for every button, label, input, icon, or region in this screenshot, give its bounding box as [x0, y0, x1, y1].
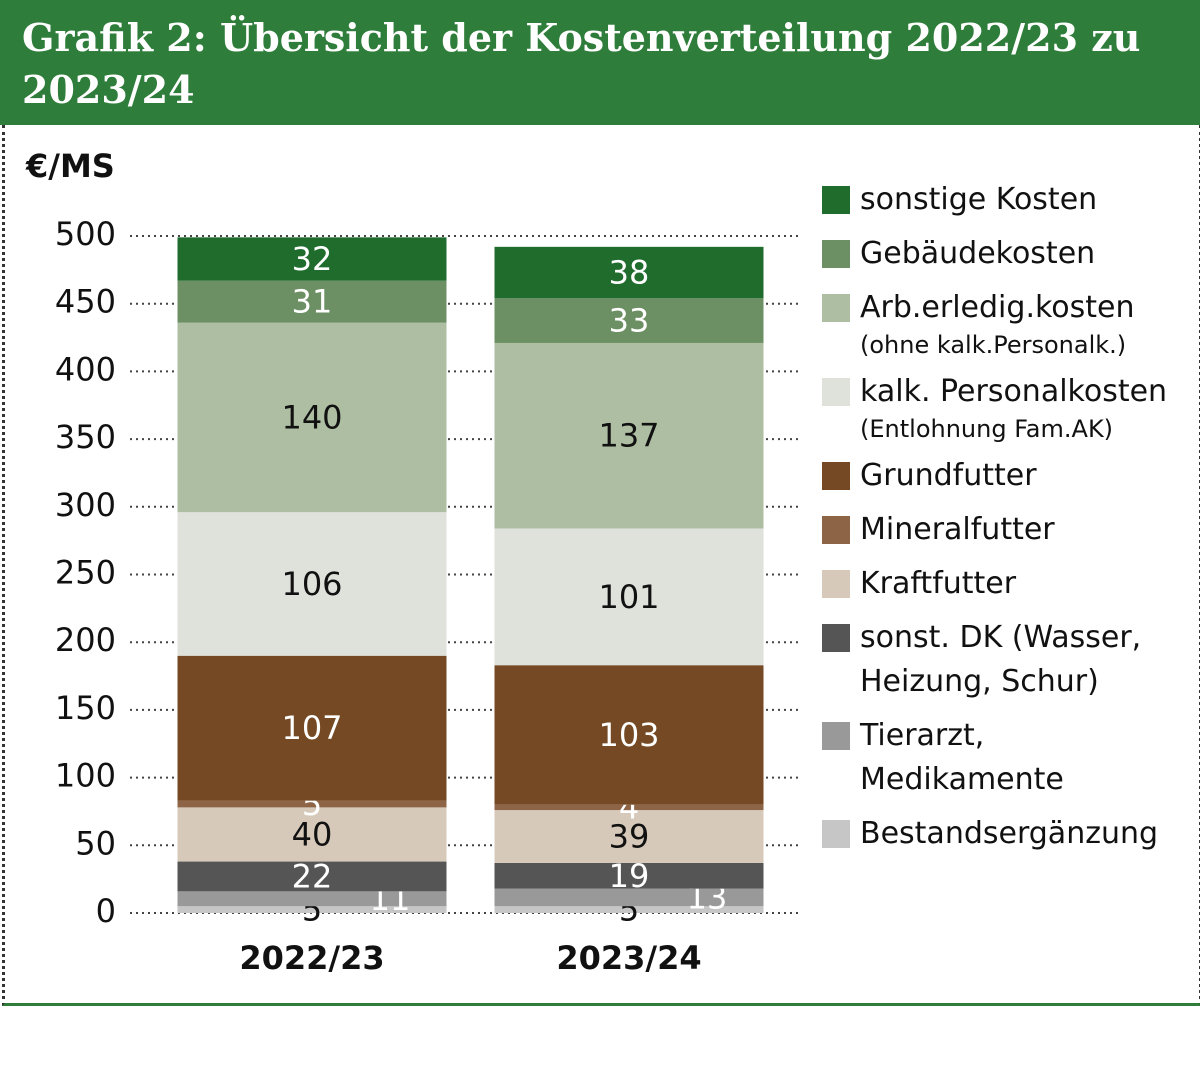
- legend-label: kalk. Personalkosten: [860, 374, 1168, 409]
- legend-item: Arb.erledig.kosten (ohne kalk.Personalk.): [822, 286, 1192, 360]
- legend-text: Bestandsergänzung: [860, 812, 1180, 856]
- legend-label: Tierarzt, Medikamente: [860, 718, 1064, 797]
- legend-item: Grundfutter: [822, 454, 1192, 498]
- value-label: 39: [609, 817, 650, 855]
- y-tick-label: 250: [55, 554, 116, 592]
- legend-swatch: [822, 462, 850, 490]
- x-tick-label: 2023/24: [556, 939, 701, 977]
- legend-text: Mineralfutter: [860, 508, 1180, 552]
- bar-segment: [494, 298, 764, 343]
- legend-item: Tierarzt, Medikamente: [822, 714, 1192, 802]
- legend: sonstige Kosten Gebäudekosten Arb.erledig.…: [822, 178, 1192, 866]
- legend-text: Gebäudekosten: [860, 232, 1180, 276]
- y-tick-label: 100: [55, 757, 116, 795]
- legend-text: kalk. Personalkosten (Entlohnung Fam.AK): [860, 370, 1180, 444]
- value-label: 33: [609, 302, 650, 340]
- bar-segment: [177, 655, 447, 801]
- value-label: 31: [292, 283, 333, 321]
- bar-segment: [177, 807, 447, 862]
- value-label: 137: [598, 417, 659, 455]
- y-tick-label: 0: [96, 892, 116, 930]
- y-tick-label: 400: [55, 350, 116, 388]
- value-label: 40: [292, 815, 333, 853]
- header: Grafik 2: Übersicht der Kostenverteilung…: [0, 0, 1200, 125]
- value-label: 140: [281, 398, 342, 436]
- legend-swatch: [822, 378, 850, 406]
- y-tick-label: 450: [55, 283, 116, 321]
- bar-segment: [177, 891, 447, 907]
- legend-text: Arb.erledig.kosten (ohne kalk.Personalk.): [860, 286, 1180, 360]
- y-tick-label: 150: [55, 689, 116, 727]
- legend-item: sonstige Kosten: [822, 178, 1192, 222]
- legend-text: Kraftfutter: [860, 562, 1180, 606]
- legend-swatch: [822, 516, 850, 544]
- bar-segment: [494, 804, 764, 811]
- value-label: 106: [281, 565, 342, 603]
- legend-label: sonst. DK (Wasser, Heizung, Schur): [860, 620, 1142, 699]
- legend-text: sonstige Kosten: [860, 178, 1180, 222]
- bar-segment: [177, 237, 447, 281]
- legend-swatch: [822, 820, 850, 848]
- value-label: 103: [598, 716, 659, 754]
- legend-item: Kraftfutter: [822, 562, 1192, 606]
- legend-swatch: [822, 624, 850, 652]
- legend-swatch: [822, 240, 850, 268]
- bar-segment: [494, 246, 764, 299]
- legend-label: Gebäudekosten: [860, 236, 1096, 271]
- bar-segment: [494, 888, 764, 907]
- legend-item: Bestandsergänzung: [822, 812, 1192, 856]
- legend-label: Kraftfutter: [860, 566, 1017, 601]
- y-tick-label: 500: [55, 215, 116, 253]
- legend-swatch: [822, 294, 850, 322]
- chart-title: Grafik 2: Übersicht der Kostenverteilung…: [22, 15, 1141, 112]
- x-tick-label: 2022/23: [239, 939, 384, 977]
- bar-segment: [494, 342, 764, 529]
- legend-item: Mineralfutter: [822, 508, 1192, 552]
- legend-label: Arb.erledig.kosten: [860, 290, 1135, 325]
- legend-item: sonst. DK (Wasser, Heizung, Schur): [822, 616, 1192, 704]
- y-tick-label: 300: [55, 486, 116, 524]
- legend-note: (Entlohnung Fam.AK): [860, 415, 1114, 443]
- legend-item: kalk. Personalkosten (Entlohnung Fam.AK): [822, 370, 1192, 444]
- legend-label: sonstige Kosten: [860, 182, 1098, 217]
- bar-segment: [177, 861, 447, 892]
- y-tick-label: 200: [55, 621, 116, 659]
- bar-segment: [177, 800, 447, 808]
- y-axis-label: €/MS: [25, 147, 115, 185]
- y-tick-label: 350: [55, 418, 116, 456]
- bar-segment: [494, 906, 764, 913]
- bar-segment: [494, 665, 764, 805]
- value-label: 101: [598, 578, 659, 616]
- legend-swatch: [822, 722, 850, 750]
- legend-text: Grundfutter: [860, 454, 1180, 498]
- bar-segment: [494, 862, 764, 889]
- bar-segment: [177, 322, 447, 513]
- legend-text: Tierarzt, Medikamente: [860, 714, 1180, 802]
- legend-text: sonst. DK (Wasser, Heizung, Schur): [860, 616, 1180, 704]
- bar-segment: [494, 810, 764, 863]
- bar-segment: [177, 512, 447, 656]
- legend-note: (ohne kalk.Personalk.): [860, 331, 1127, 359]
- bar-segment: [494, 528, 764, 666]
- value-label: 32: [292, 240, 333, 278]
- legend-label: Mineralfutter: [860, 512, 1055, 547]
- legend-label: Grundfutter: [860, 458, 1037, 493]
- value-label: 38: [609, 254, 650, 292]
- legend-label: Bestandsergänzung: [860, 816, 1159, 851]
- legend-swatch: [822, 186, 850, 214]
- bar-segment: [177, 906, 447, 913]
- legend-swatch: [822, 570, 850, 598]
- legend-item: Gebäudekosten: [822, 232, 1192, 276]
- value-label: 107: [281, 709, 342, 747]
- value-label: 22: [292, 857, 333, 895]
- bar-segment: [177, 280, 447, 323]
- y-tick-label: 50: [75, 824, 116, 862]
- value-label: 19: [609, 857, 650, 895]
